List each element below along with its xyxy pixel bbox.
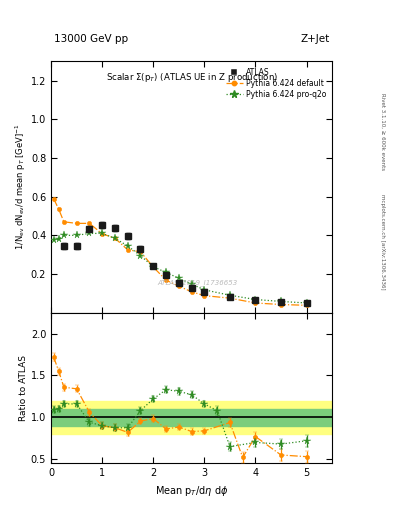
- Text: 13000 GeV pp: 13000 GeV pp: [54, 34, 128, 44]
- Y-axis label: Ratio to ATLAS: Ratio to ATLAS: [19, 355, 28, 421]
- Y-axis label: 1/N$_{\rm ev}$ dN$_{\rm ev}$/d mean p$_T$ [GeV]$^{-1}$: 1/N$_{\rm ev}$ dN$_{\rm ev}$/d mean p$_T…: [14, 124, 28, 250]
- Text: Rivet 3.1.10, ≥ 600k events: Rivet 3.1.10, ≥ 600k events: [380, 93, 385, 170]
- Text: Z+Jet: Z+Jet: [300, 34, 329, 44]
- Text: Scalar $\Sigma$(p$_T$) (ATLAS UE in Z production): Scalar $\Sigma$(p$_T$) (ATLAS UE in Z pr…: [105, 72, 278, 84]
- Text: ATLAS_2019_I1736653: ATLAS_2019_I1736653: [157, 279, 237, 286]
- Legend: ATLAS, Pythia 6.424 default, Pythia 6.424 pro-q2o: ATLAS, Pythia 6.424 default, Pythia 6.42…: [224, 65, 328, 101]
- Text: mcplots.cern.ch [arXiv:1306.3436]: mcplots.cern.ch [arXiv:1306.3436]: [380, 195, 385, 290]
- X-axis label: Mean p$_T$/d$\eta$ d$\phi$: Mean p$_T$/d$\eta$ d$\phi$: [155, 484, 228, 498]
